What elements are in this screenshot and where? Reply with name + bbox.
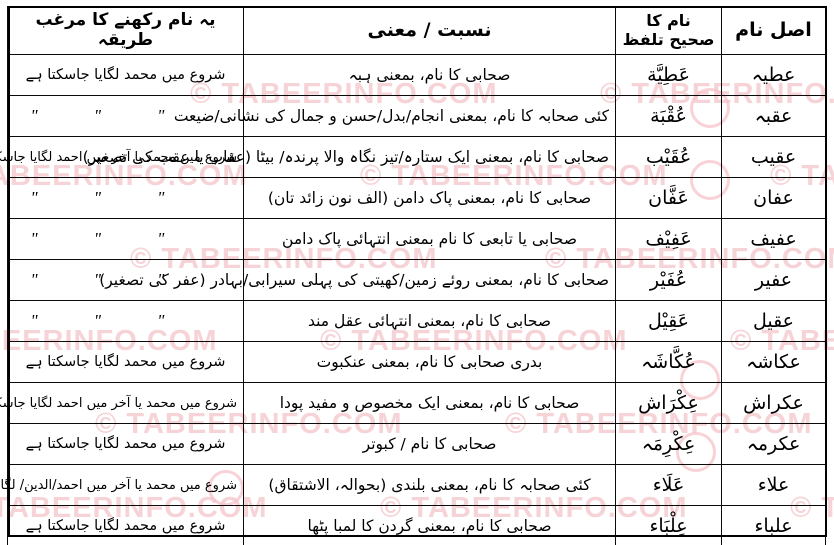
cell-talaffuz: عُقَیْب xyxy=(615,136,722,178)
cell-maana: صحابی کا نام، بمعنی انتہائی عقل مند xyxy=(243,300,616,342)
cell-maana: بدری صحابی کا نام، بمعنی عنکبوت xyxy=(243,341,616,383)
table-row: عقیل عَقِیْل صحابی کا نام، بمعنی انتہائی ع… xyxy=(7,300,826,342)
cell-asal-naam: عقیل xyxy=(721,300,826,342)
cell-tareeqa-ditto: " " " xyxy=(7,218,244,260)
cell-asal-naam: عفان xyxy=(721,177,826,219)
table-header: اصل نام نام کا صحیح تلفظ نسبت / معنی یہ … xyxy=(7,6,826,55)
cell-tareeqa: شروع میں محمد لگایا جاسکتا ہے xyxy=(7,505,244,545)
names-table-container: اصل نام نام کا صحیح تلفظ نسبت / معنی یہ … xyxy=(0,6,826,545)
cell-asal-naam: علاء xyxy=(721,464,826,506)
cell-maana: کئی صحابہ کا نام، بمعنی انجام/بدل/حسن و … xyxy=(174,95,616,137)
cell-tareeqa: شروع میں محمد لگایا جاسکتا ہے xyxy=(7,423,244,465)
cell-talaffuz: عُقْبَة xyxy=(615,95,722,137)
cell-talaffuz: عَقِیْل xyxy=(615,300,722,342)
cell-asal-naam: عکاشہ xyxy=(721,341,826,383)
column-header-talaffuz: نام کا صحیح تلفظ xyxy=(615,6,722,55)
header-label-asal-naam: اصل نام xyxy=(735,18,812,41)
table-row: علاء عَلَاء کئی صحابہ کا نام، بمعنی بلندی … xyxy=(0,464,826,506)
header-label-talaffuz: نام کا صحیح تلفظ xyxy=(622,11,715,49)
table-body: عطیہ عَطِیَّة صحابی کا نام، بمعنی ہبہ شروع … xyxy=(0,54,826,545)
header-label-tareeqa: یہ نام رکھنے کا مرغب طریقہ xyxy=(35,9,216,50)
table-row: عفان عَفَّان صحابی کا نام، بمعنی پاک دامن … xyxy=(7,177,826,219)
cell-maana: صحابی کا نام، بمعنی ایک مخصوص و مفید پود… xyxy=(243,382,616,424)
table-row: عکاشہ عُکَّاشَہ بدری صحابی کا نام، بمعنی ع… xyxy=(7,341,826,383)
cell-asal-naam: عفیر xyxy=(721,259,826,301)
column-header-asal-naam: اصل نام xyxy=(721,6,826,55)
cell-talaffuz: عَفَّان xyxy=(615,177,722,219)
column-header-tareeqa: یہ نام رکھنے کا مرغب طریقہ xyxy=(7,6,244,55)
cell-talaffuz: عُفَیْر xyxy=(615,259,722,301)
table-row: عقبہ عُقْبَة کئی صحابہ کا نام، بمعنی انجام… xyxy=(7,95,826,137)
table-row: عطیہ عَطِیَّة صحابی کا نام، بمعنی ہبہ شروع … xyxy=(7,54,826,96)
cell-asal-naam: عقبہ xyxy=(721,95,826,137)
table-row: عکراش عِکْرَاش صحابی کا نام، بمعنی ایک مخص… xyxy=(0,382,826,424)
cell-asal-naam: عقیب xyxy=(721,136,826,178)
cell-maana: صحابی کا نام، بمعنی روئے زمین/کھیتی کی پ… xyxy=(99,259,616,301)
header-row: اصل نام نام کا صحیح تلفظ نسبت / معنی یہ … xyxy=(7,6,826,55)
cell-asal-naam: عفیف xyxy=(721,218,826,260)
cell-tareeqa-ditto: " " " xyxy=(7,95,244,137)
cell-asal-naam: عطیہ xyxy=(721,54,826,96)
cell-talaffuz: عِکْرِمَہ xyxy=(615,423,722,465)
cell-tareeqa-ditto: " " " xyxy=(7,177,244,219)
cell-talaffuz: عِکْرَاش xyxy=(615,382,722,424)
cell-maana: کئی صحابہ کا نام، بمعنی بلندی (بحوالہ، ا… xyxy=(243,464,616,506)
cell-talaffuz: عِلْبَاء xyxy=(615,505,722,545)
cell-maana: صحابی یا تابعی کا نام بمعنی انتہائی پاک … xyxy=(243,218,616,260)
table-row: عفیف عَفِیْف صحابی یا تابعی کا نام بمعنی ا… xyxy=(7,218,826,260)
cell-maana: صحابی کا نام، بمعنی ایک ستارہ/تیز نگاہ و… xyxy=(83,136,616,178)
cell-talaffuz: عَلَاء xyxy=(615,464,722,506)
cell-tareeqa: شروع میں محمد لگایا جاسکتا ہے xyxy=(7,54,244,96)
cell-talaffuz: عُکَّاشَہ xyxy=(615,341,722,383)
cell-asal-naam: عکراش xyxy=(721,382,826,424)
cell-tareeqa: شروع میں محمد یا آخر میں احمد لگایا جاسک… xyxy=(0,136,244,178)
cell-maana: صحابی کا نام، بمعنی ہبہ xyxy=(243,54,616,96)
cell-talaffuz: عَفِیْف xyxy=(615,218,722,260)
cell-maana: صحابی کا نام، بمعنی پاک دامن (الف نون زا… xyxy=(243,177,616,219)
table-row: عفیر عُفَیْر صحابی کا نام، بمعنی روئے زمین… xyxy=(7,259,826,301)
names-table: اصل نام نام کا صحیح تلفظ نسبت / معنی یہ … xyxy=(0,6,826,545)
table-row: عکرمہ عِکْرِمَہ صحابی کا نام / کبوتر شروع م… xyxy=(7,423,826,465)
table-row: علباء عِلْبَاء صحابی کا نام، بمعنی گردن کا… xyxy=(7,505,826,545)
cell-tareeqa: شروع میں محمد یا آخر میں احمد لگایا جاسک… xyxy=(0,382,244,424)
cell-tareeqa-ditto: " " " xyxy=(7,259,244,301)
table-row: عقیب عُقَیْب صحابی کا نام، بمعنی ایک ستارہ… xyxy=(0,136,826,178)
cell-tareeqa-ditto: " " " xyxy=(7,300,244,342)
cell-talaffuz: عَطِیَّة xyxy=(615,54,722,96)
cell-maana: صحابی کا نام / کبوتر xyxy=(243,423,616,465)
cell-tareeqa: شروع میں محمد لگایا جاسکتا ہے xyxy=(7,341,244,383)
header-label-maana: نسبت / معنی xyxy=(367,18,492,41)
cell-maana: صحابی کا نام، بمعنی گردن کا لمبا پٹھا xyxy=(243,505,616,545)
column-header-maana: نسبت / معنی xyxy=(243,6,616,55)
cell-asal-naam: علباء xyxy=(721,505,826,545)
cell-asal-naam: عکرمہ xyxy=(721,423,826,465)
cell-tareeqa: شروع میں محمد یا آخر میں احمد/الدین/ لگا… xyxy=(0,464,244,506)
